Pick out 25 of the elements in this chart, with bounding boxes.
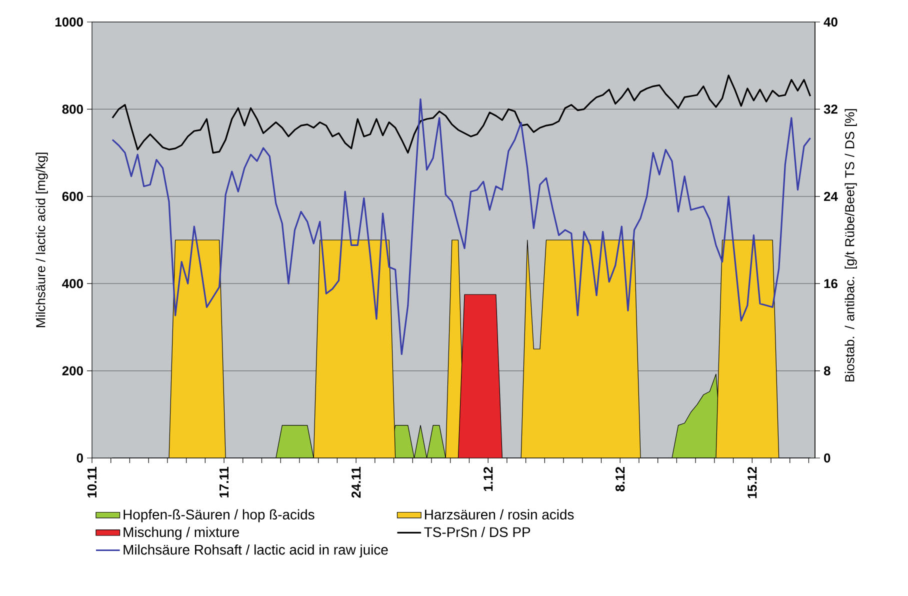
x-tick-label: 24.11: [352, 466, 361, 498]
x-tick-label: 1.12: [484, 467, 493, 491]
y-tick-label: 600: [62, 192, 83, 201]
x-tick-label: 17.11: [220, 466, 228, 498]
y2-tick-label: 32: [824, 104, 838, 114]
x-tick-label: 8.12: [616, 467, 625, 492]
y2-tick-label: 8: [824, 366, 830, 376]
y2-tick-label: 16: [824, 279, 838, 288]
y-axis-title: Milchsäure / lactic acid [mg/kg]: [36, 152, 48, 328]
y2-tick-label: 24: [824, 192, 838, 201]
legend-label: Harzsäuren / rosin acids: [425, 509, 574, 520]
legend-label: TS-PrSn / DS PP: [424, 526, 530, 538]
y-tick-label: 800: [62, 104, 83, 114]
legend-label: Hopfen-ß-Säuren / hop ß-acids: [124, 509, 314, 522]
legend-label: Mischung / mixture: [124, 526, 239, 540]
y-tick-label: 1000: [55, 17, 83, 27]
x-tick-label: 10.11: [87, 466, 97, 498]
y-tick-label: 0: [76, 453, 83, 463]
y2-tick-label: 0: [824, 453, 830, 463]
y2-axis-title: Biostab. / antibac. [g/t Rübe/Beet] TS / DS [%]: [844, 109, 857, 382]
y-tick-label: 200: [62, 366, 83, 376]
x-tick-label: 15.12: [748, 467, 757, 498]
y2-tick-label: 40: [824, 17, 838, 27]
legend-label: Milchsäure Rohsaft / lactic acid in raw juice: [124, 544, 388, 558]
y-tick-label: 400: [62, 279, 83, 288]
